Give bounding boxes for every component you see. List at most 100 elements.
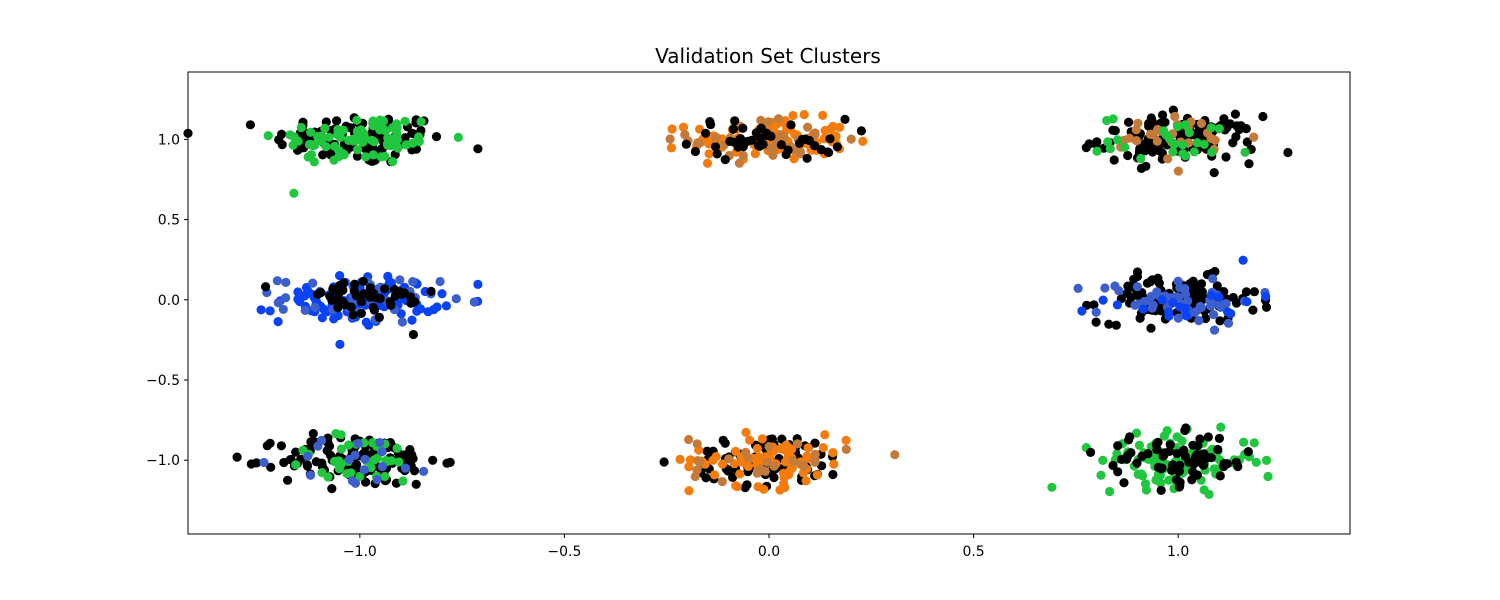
scatter-point	[291, 460, 301, 470]
scatter-point	[788, 457, 798, 467]
scatter-point	[810, 128, 820, 138]
scatter-point	[329, 155, 339, 165]
scatter-point	[263, 131, 273, 141]
scatter-point	[375, 115, 385, 125]
scatter-point	[1124, 435, 1134, 445]
scatter-point	[1137, 451, 1147, 461]
points-layer	[183, 105, 1293, 499]
scatter-point	[1114, 286, 1124, 296]
scatter-point	[375, 294, 385, 304]
scatter-point	[1164, 475, 1174, 485]
x-axis: −1.0 −0.5 0.0 0.5 1.0	[343, 534, 1189, 560]
scatter-point	[1249, 287, 1259, 297]
scatter-point	[890, 450, 900, 460]
y-axis: 1.0 0.5 0.0 −0.5 −1.0	[146, 132, 188, 469]
scatter-point	[774, 114, 784, 124]
scatter-point	[820, 430, 830, 440]
scatter-point	[1152, 444, 1162, 455]
scatter-point	[305, 470, 316, 480]
x-tick-label: −0.5	[547, 544, 581, 560]
scatter-point	[338, 285, 348, 295]
scatter-point	[1111, 320, 1121, 330]
scatter-point	[1153, 462, 1163, 472]
scatter-point	[400, 463, 411, 473]
scatter-point	[1244, 159, 1254, 169]
scatter-point	[352, 115, 362, 125]
scatter-point	[755, 464, 765, 474]
scatter-point	[1102, 115, 1112, 126]
scatter-point	[1242, 297, 1252, 307]
scatter-point	[383, 133, 393, 143]
scatter-point	[1249, 438, 1259, 448]
scatter-point	[1173, 313, 1183, 323]
scatter-point	[1123, 281, 1133, 291]
scatter-point	[348, 310, 358, 320]
scatter-point	[788, 110, 798, 121]
y-tick-label: −0.5	[146, 373, 180, 389]
scatter-point	[432, 302, 442, 312]
scatter-point	[313, 441, 323, 451]
scatter-point	[314, 133, 324, 143]
scatter-point	[709, 470, 720, 480]
scatter-point	[728, 124, 739, 134]
scatter-point	[828, 469, 838, 480]
scatter-point	[293, 287, 303, 297]
scatter-point	[678, 122, 689, 132]
scatter-point	[1214, 124, 1224, 134]
scatter-point	[1134, 440, 1144, 450]
scatter-point	[735, 469, 745, 479]
scatter-point	[835, 122, 845, 132]
scatter-point	[296, 122, 306, 133]
scatter-point	[302, 461, 313, 471]
scatter-point	[306, 437, 316, 447]
scatter-point	[310, 302, 320, 312]
scatter-point	[1130, 300, 1140, 310]
scatter-point	[342, 469, 352, 479]
scatter-point	[1283, 147, 1293, 158]
scatter-point	[1148, 147, 1158, 157]
scatter-point	[1215, 316, 1225, 326]
scatter-point	[1165, 440, 1175, 450]
scatter-point	[792, 439, 803, 449]
scatter-point	[1207, 147, 1217, 157]
scatter-point	[392, 135, 402, 145]
scatter-point	[266, 462, 276, 472]
scatter-point	[441, 301, 451, 311]
scatter-point	[1092, 137, 1102, 147]
scatter-point	[816, 145, 826, 155]
scatter-point	[306, 140, 316, 150]
scatter-point	[734, 158, 745, 168]
scatter-point	[1261, 302, 1272, 312]
scatter-point	[763, 117, 773, 127]
scatter-point	[393, 143, 403, 153]
scatter-point	[1241, 287, 1251, 297]
scatter-point	[350, 450, 360, 460]
scatter-point	[398, 476, 408, 486]
scatter-point	[372, 475, 382, 485]
scatter-point	[332, 116, 342, 126]
scatter-point	[1116, 454, 1127, 464]
scatter-point	[400, 133, 410, 143]
scatter-point	[1208, 274, 1218, 284]
scatter-point	[320, 123, 330, 133]
scatter-point	[769, 472, 779, 483]
scatter-point	[1112, 300, 1122, 310]
scatter-point	[1174, 466, 1184, 476]
scatter-point	[410, 297, 420, 307]
scatter-point	[317, 458, 327, 468]
scatter-point	[803, 122, 813, 132]
scatter-point	[803, 443, 813, 453]
scatter-point	[408, 454, 418, 464]
scatter-point	[397, 289, 407, 299]
scatter-point	[1091, 317, 1101, 327]
scatter-point	[435, 276, 445, 287]
scatter-point	[361, 152, 371, 162]
scatter-point	[356, 308, 366, 318]
scatter-point	[1124, 133, 1134, 143]
y-tick-label: 0.0	[158, 293, 180, 309]
scatter-point	[1196, 279, 1207, 289]
x-tick-label: 1.0	[1167, 544, 1189, 560]
scatter-point	[1209, 325, 1220, 335]
scatter-point	[841, 444, 851, 454]
scatter-point	[1109, 155, 1119, 165]
